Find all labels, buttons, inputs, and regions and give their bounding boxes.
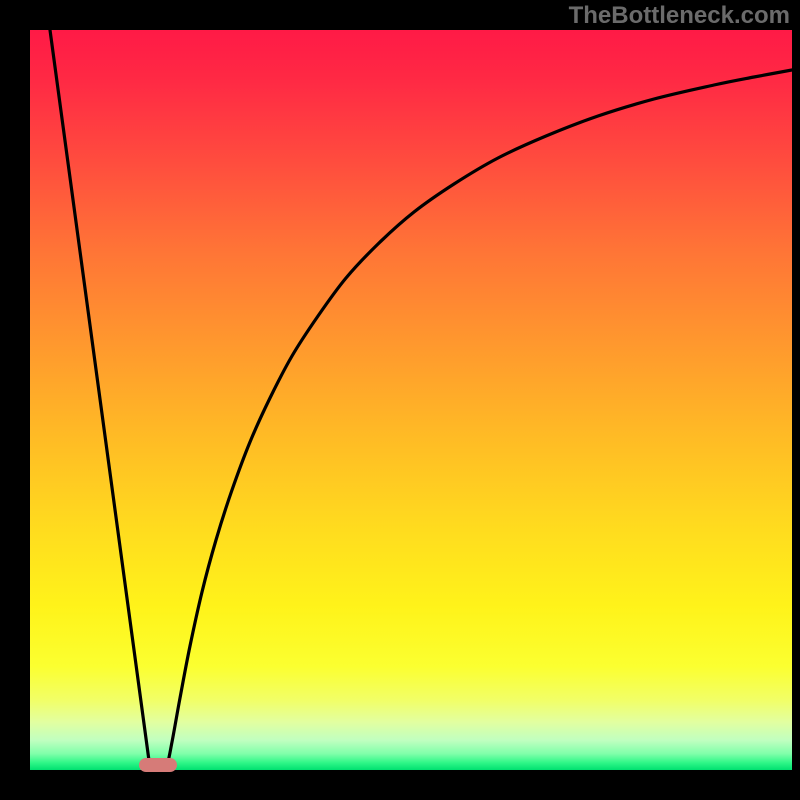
optimum-marker [139,758,177,772]
plot-area [30,30,792,770]
watermark-text: TheBottleneck.com [569,2,790,30]
curve-layer [30,30,792,770]
bottleneck-curve [50,30,792,770]
figure-root: TheBottleneck.com [0,0,800,800]
